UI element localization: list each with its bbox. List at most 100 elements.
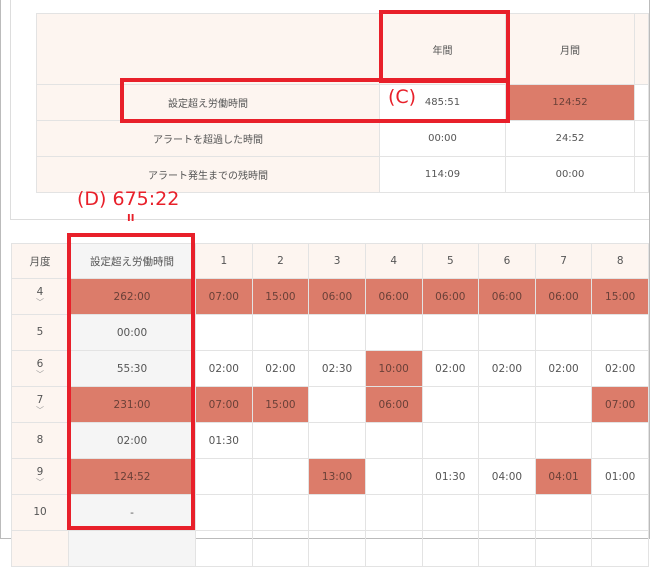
table-row: 7 ﹀ 231:00 07:00 15:00 06:00 07:00 xyxy=(11,386,649,423)
day-header: 2 xyxy=(251,243,310,279)
annual-value: 485:51 xyxy=(379,84,506,121)
day-cell: 04:01 xyxy=(534,458,593,495)
day-cell: 06:00 xyxy=(534,278,593,315)
day-cell: 02:00 xyxy=(421,350,480,387)
month-cell: 10 xyxy=(11,494,69,531)
day-cell xyxy=(195,530,253,567)
day-header: 4 xyxy=(364,243,423,279)
row-label: 設定超え労働時間 xyxy=(36,84,380,121)
header-row: 月度 設定超え労働時間 1 2 3 4 5 6 7 8 xyxy=(11,243,649,279)
total-cell: 00:00 xyxy=(68,314,196,351)
total-cell: 02:00 xyxy=(68,422,196,459)
day-cell xyxy=(251,314,310,351)
month-label: 4 xyxy=(36,286,44,299)
annotation-box-annual-header xyxy=(379,10,510,83)
day-cell: 13:00 xyxy=(308,458,366,495)
extra-cell xyxy=(634,156,649,193)
day-cell: 02:00 xyxy=(251,350,310,387)
day-cell xyxy=(308,314,366,351)
chevron-down-icon[interactable]: ﹀ xyxy=(36,477,44,487)
day-cell: 15:00 xyxy=(591,278,649,315)
table-row xyxy=(11,530,649,567)
monthly-value: 124:52 xyxy=(505,84,635,121)
annotation-box-row xyxy=(120,78,510,123)
day-cell xyxy=(195,458,253,495)
month-cell[interactable]: 4 ﹀ xyxy=(11,278,69,315)
month-label: 5 xyxy=(36,325,44,338)
day-header: 5 xyxy=(421,243,480,279)
day-cell xyxy=(534,386,593,423)
day-cell: 01:00 xyxy=(591,458,649,495)
day-cell xyxy=(251,422,310,459)
day-cell xyxy=(364,314,423,351)
day-cell xyxy=(251,494,310,531)
day-cell xyxy=(534,530,593,567)
row-label: アラート発生までの残時間 xyxy=(36,156,380,193)
day-cell xyxy=(478,422,536,459)
day-cell xyxy=(478,494,536,531)
day-cell: 06:00 xyxy=(364,278,423,315)
day-cell xyxy=(421,422,480,459)
day-cell xyxy=(308,386,366,423)
annotation-box-total-column xyxy=(67,233,195,530)
day-cell: 02:30 xyxy=(308,350,366,387)
day-cell xyxy=(591,422,649,459)
chevron-down-icon[interactable]: ﹀ xyxy=(36,369,44,379)
day-cell xyxy=(195,314,253,351)
day-cell xyxy=(251,530,310,567)
day-cell: 06:00 xyxy=(364,386,423,423)
row-label: アラートを超過した時間 xyxy=(36,120,380,157)
month-cell xyxy=(11,530,69,567)
extra-cell xyxy=(634,120,649,157)
day-cell: 10:00 xyxy=(364,350,423,387)
month-label: 6 xyxy=(36,358,44,371)
total-cell: 262:00 xyxy=(68,278,196,315)
day-cell xyxy=(308,422,366,459)
day-cell: 04:00 xyxy=(478,458,536,495)
month-cell: 5 xyxy=(11,314,69,351)
day-cell: 07:00 xyxy=(591,386,649,423)
day-cell: 07:00 xyxy=(195,278,253,315)
annotation-equals: II xyxy=(127,213,135,224)
table-row: 8 02:00 01:30 xyxy=(11,422,649,459)
day-cell xyxy=(364,494,423,531)
chevron-down-icon[interactable]: ﹀ xyxy=(36,405,44,415)
day-cell xyxy=(534,494,593,531)
day-cell xyxy=(534,314,593,351)
day-header: 7 xyxy=(534,243,593,279)
day-cell: 02:00 xyxy=(195,350,253,387)
total-cell: - xyxy=(68,494,196,531)
month-cell: 8 xyxy=(11,422,69,459)
day-cell xyxy=(364,458,423,495)
day-cell: 01:30 xyxy=(195,422,253,459)
day-header: 6 xyxy=(478,243,536,279)
day-cell xyxy=(478,530,536,567)
month-cell[interactable]: 6 ﹀ xyxy=(11,350,69,387)
day-header: 1 xyxy=(195,243,253,279)
chevron-down-icon[interactable]: ﹀ xyxy=(36,297,44,307)
day-cell xyxy=(478,314,536,351)
header-annual: 年間 xyxy=(379,13,506,85)
header-extra xyxy=(634,13,649,85)
month-cell[interactable]: 9 ﹀ xyxy=(11,458,69,495)
day-cell xyxy=(364,530,423,567)
monthly-value: 24:52 xyxy=(505,120,635,157)
table-row: 9 ﹀ 124:52 13:00 01:30 04:00 04:01 01:00 xyxy=(11,458,649,495)
annotation-c-label: (C) xyxy=(388,86,417,108)
day-cell: 15:00 xyxy=(251,278,310,315)
day-cell: 02:00 xyxy=(534,350,593,387)
summary-table: 年間 月間 設定超え労働時間 485:51 124:52 アラートを超過した時間… xyxy=(36,13,649,193)
header-monthly: 月間 xyxy=(505,13,635,85)
month-cell[interactable]: 7 ﹀ xyxy=(11,386,69,423)
day-cell xyxy=(591,494,649,531)
day-cell xyxy=(364,422,423,459)
day-header: 8 xyxy=(591,243,649,279)
month-header: 月度 xyxy=(11,243,69,279)
day-cell xyxy=(308,494,366,531)
summary-header-blank xyxy=(36,13,380,85)
day-cell xyxy=(308,530,366,567)
day-cell: 06:00 xyxy=(421,278,480,315)
annotation-d-label: (D) 675:22 xyxy=(77,188,180,210)
month-label: 9 xyxy=(36,466,44,479)
day-cell xyxy=(421,386,480,423)
